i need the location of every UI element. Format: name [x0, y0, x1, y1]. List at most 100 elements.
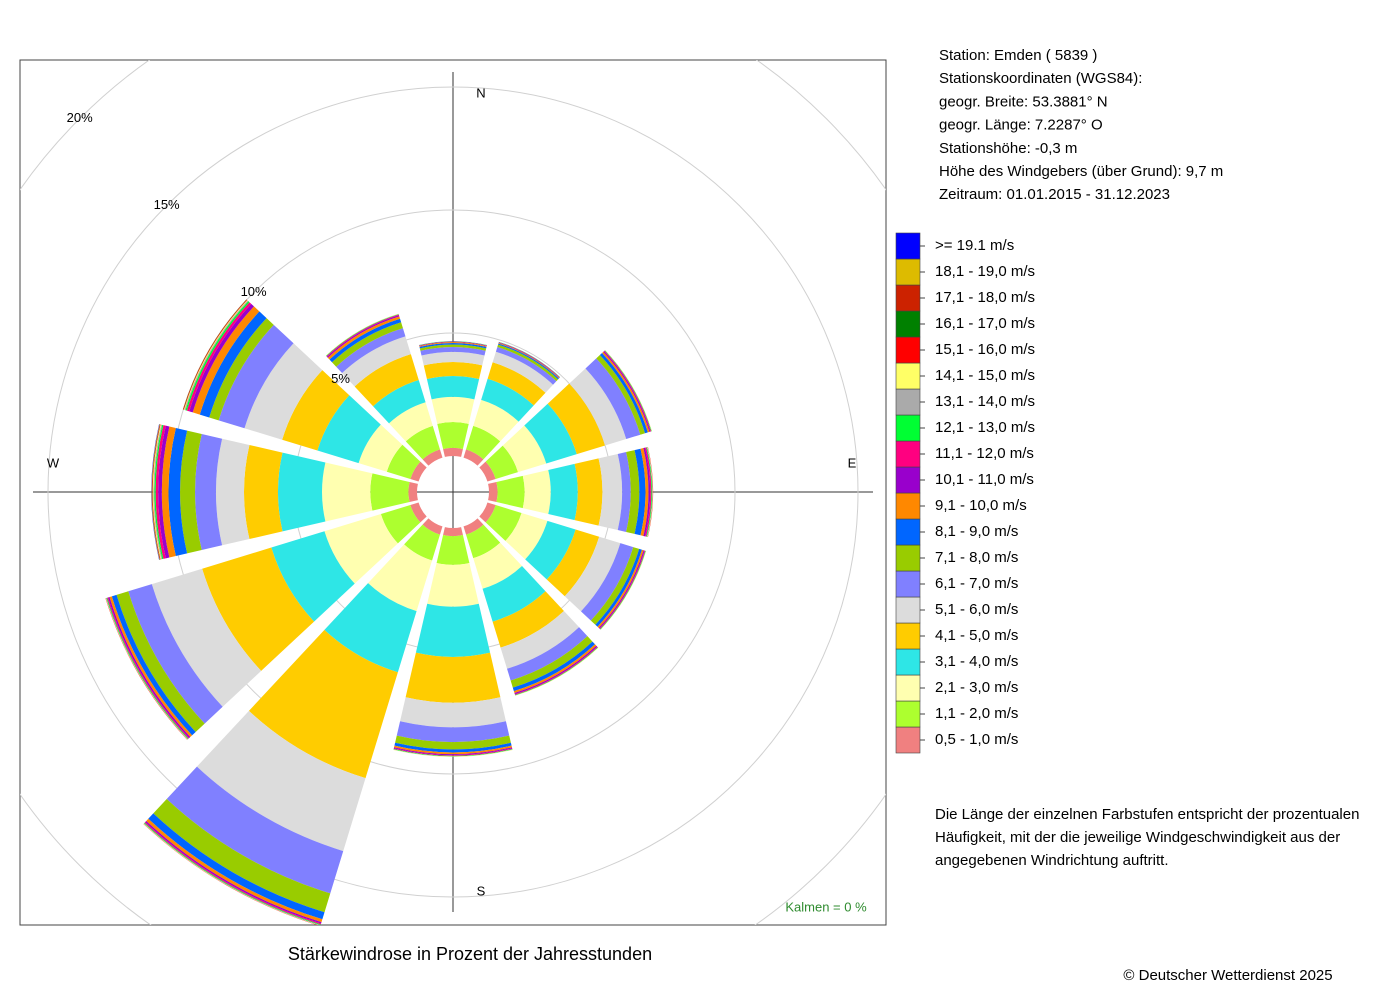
wind-segment	[431, 396, 475, 424]
station-info: Höhe des Windgebers (über Grund): 9,7 m	[939, 163, 1223, 180]
direction-label: S	[477, 883, 486, 898]
wind-segment	[370, 473, 410, 511]
wind-segment	[161, 426, 176, 558]
wind-segment	[393, 749, 513, 757]
wind-segment	[408, 481, 418, 503]
wind-segment	[216, 438, 250, 546]
wind-segment	[473, 542, 523, 589]
wind-segment	[466, 524, 501, 559]
wind-segment	[152, 424, 162, 560]
wind-segment	[389, 402, 433, 442]
wind-segment	[404, 524, 440, 561]
wind-segment	[443, 527, 463, 537]
wind-segment	[481, 378, 534, 422]
direction-label: W	[47, 455, 60, 470]
wind-segment	[331, 322, 403, 367]
wind-segment	[646, 447, 653, 537]
r-tick-label: 10%	[241, 284, 267, 299]
wind-segment	[153, 798, 331, 913]
wind-segment	[569, 368, 627, 446]
wind-segment	[436, 534, 470, 565]
wind-segment	[419, 341, 487, 346]
legend-swatch	[895, 622, 921, 650]
wind-segment	[522, 470, 551, 514]
legend-label: 8,1 - 9,0 m/s	[935, 523, 1018, 540]
wind-segment	[282, 370, 350, 451]
station-info: Zeitraum: 01.01.2015 - 31.12.2023	[939, 186, 1170, 203]
legend-swatch	[895, 648, 921, 676]
wind-segment	[218, 324, 294, 429]
r-tick-label: 15%	[154, 197, 180, 212]
legend-label: 3,1 - 4,0 m/s	[935, 653, 1018, 670]
wind-segment	[322, 462, 373, 522]
wind-segment	[422, 518, 443, 535]
legend-label: 1,1 - 2,0 m/s	[935, 705, 1018, 722]
wind-segment	[396, 721, 510, 743]
wind-segment	[617, 452, 631, 532]
wind-segment	[598, 453, 623, 531]
wind-segment	[128, 584, 223, 724]
wind-segment	[244, 444, 283, 540]
wind-segment	[148, 813, 325, 920]
wind-segment	[443, 447, 463, 457]
wind-segment	[497, 344, 559, 382]
wind-segment	[645, 447, 652, 537]
grid-ring	[47, 86, 859, 898]
legend-swatch	[895, 726, 921, 754]
legend-swatch	[895, 310, 921, 338]
wind-segment	[405, 652, 501, 703]
legend-swatch	[895, 492, 921, 520]
legend-label: >= 19.1 m/s	[935, 237, 1014, 254]
legend-swatch	[895, 362, 921, 390]
wind-segment	[634, 448, 646, 536]
wind-segment	[410, 461, 427, 482]
wind-segment	[158, 425, 170, 559]
legend-swatch	[895, 232, 921, 260]
wind-segment	[420, 347, 486, 356]
wind-segment	[393, 747, 513, 756]
wind-segment	[473, 399, 519, 442]
legend-swatch	[895, 336, 921, 364]
station-info: geogr. Breite: 53.3881° N	[939, 93, 1108, 110]
wind-segment	[324, 583, 417, 673]
legend-label: 4,1 - 5,0 m/s	[935, 627, 1018, 644]
wind-segment	[199, 311, 267, 418]
wind-segment	[151, 424, 160, 560]
wind-segment	[547, 383, 606, 455]
legend-swatch	[895, 388, 921, 416]
wind-segment	[153, 424, 163, 560]
wind-segment	[380, 505, 421, 544]
plot-frame	[19, 59, 887, 926]
wind-segment	[423, 362, 483, 380]
wind-segment	[192, 306, 260, 415]
wind-segment	[548, 463, 578, 521]
wind-segment	[466, 425, 501, 460]
wind-segment	[492, 591, 564, 648]
wind-segment	[437, 422, 469, 450]
wind-segment	[271, 531, 355, 622]
wind-segment	[488, 481, 498, 503]
wind-segment	[502, 425, 547, 473]
legend-swatch	[895, 570, 921, 598]
wind-segment	[585, 358, 641, 440]
wind-segment	[426, 376, 480, 400]
r-tick-label: 20%	[67, 110, 93, 125]
plot-area	[20, 60, 886, 925]
wind-segment	[421, 351, 485, 366]
wind-segment	[111, 594, 196, 736]
copyright: © Deutscher Wetterdienst 2025	[1123, 967, 1332, 984]
wind-segment	[394, 745, 512, 755]
wind-segment	[643, 447, 651, 537]
legend-swatch	[895, 544, 921, 572]
station-info: Station: Emden ( 5839 )	[939, 47, 1097, 64]
wind-segment	[419, 344, 487, 351]
wind-segment	[152, 424, 161, 560]
wind-segment	[599, 353, 648, 434]
r-tick-label: 5%	[331, 371, 350, 386]
wind-segment	[646, 447, 653, 537]
wind-segment	[505, 512, 548, 560]
wind-segment	[479, 461, 496, 482]
legend-label: 5,1 - 6,0 m/s	[935, 601, 1018, 618]
